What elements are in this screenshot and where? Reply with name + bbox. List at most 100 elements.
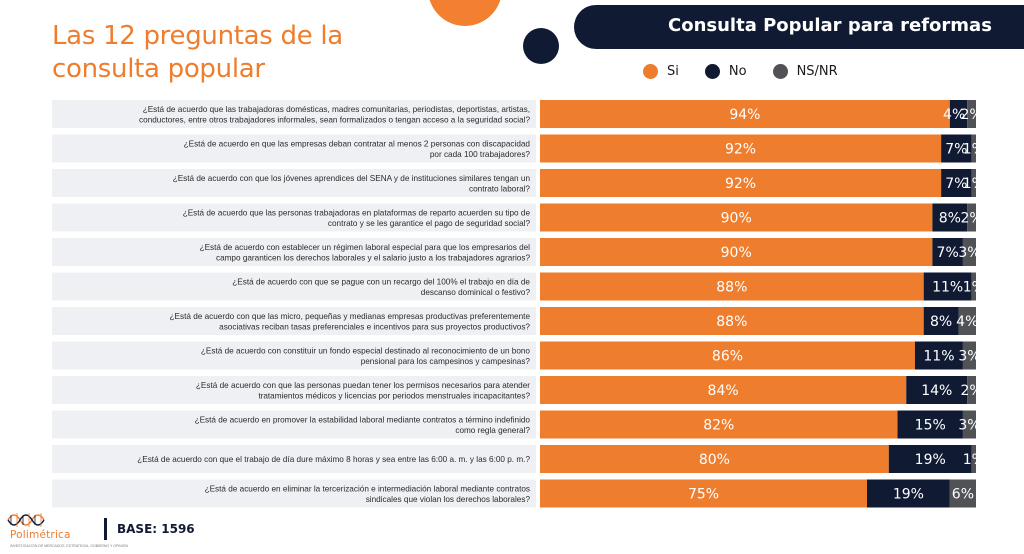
- question-text-line: contrato laboral?: [469, 184, 530, 193]
- question-text-line: ¿Está de acuerdo que las personas trabaj…: [183, 208, 531, 217]
- nsnr-value-label: 1%: [963, 280, 985, 296]
- legend-nsnr-swatch: [772, 63, 788, 79]
- si-value-label: 88%: [716, 314, 747, 330]
- si-segment: [540, 341, 915, 370]
- question-text-line: ¿Está de acuerdo con establecer un régim…: [200, 243, 531, 252]
- no-value-label: 4%: [943, 107, 965, 123]
- chart-row: ¿Está de acuerdo con que se pague con un…: [52, 272, 985, 301]
- si-segment: [540, 479, 867, 508]
- no-value-label: 7%: [937, 245, 959, 261]
- nsnr-segment: [962, 410, 976, 439]
- question-text-line: tratamientos médicos y licencias por per…: [258, 391, 530, 400]
- nsnr-value-label: 1%: [963, 142, 985, 158]
- no-value-label: 7%: [945, 142, 967, 158]
- question-row-bg: [52, 479, 536, 508]
- question-row-bg: [52, 341, 536, 370]
- question-text-line: ¿Está de acuerdo con constituir un fondo…: [201, 346, 531, 355]
- no-value-label: 15%: [915, 418, 946, 434]
- question-text-line: ¿Está de acuerdo en eliminar la terceriz…: [205, 484, 530, 493]
- chart-row: ¿Está de acuerdo con constituir un fondo…: [52, 341, 981, 370]
- legend-no-label: No: [728, 63, 747, 79]
- logo-wave-icon: [7, 513, 45, 527]
- nsnr-value-label: 1%: [963, 452, 985, 468]
- no-segment: [906, 376, 968, 404]
- legend-no-item: No: [704, 63, 747, 79]
- question-text-line: asociativas reciban tasas preferenciales…: [219, 322, 530, 331]
- question-row-bg: [52, 203, 536, 232]
- si-segment: [540, 238, 933, 266]
- no-value-label: 19%: [915, 452, 946, 468]
- question-row-bg: [52, 307, 536, 335]
- si-value-label: 86%: [712, 349, 743, 365]
- chart-row: ¿Está de acuerdo con que los jóvenes apr…: [52, 169, 985, 197]
- no-segment: [941, 134, 972, 163]
- no-segment: [932, 203, 968, 232]
- si-segment: [540, 169, 942, 197]
- no-segment: [932, 238, 963, 266]
- chart-row: ¿Está de acuerdo que las trabajadoras do…: [52, 100, 983, 128]
- nsnr-segment: [971, 169, 976, 197]
- no-value-label: 19%: [893, 487, 924, 503]
- page-title-line2: consulta popular: [52, 54, 265, 84]
- si-value-label: 82%: [703, 418, 734, 434]
- si-segment: [540, 100, 950, 128]
- page-title-line1: Las 12 preguntas de la: [52, 21, 343, 51]
- header-banner: Consulta Popular para reformas: [574, 5, 1024, 49]
- legend-nsnr-label: NS/NR: [796, 63, 838, 79]
- base-size-label: BASE: 1596: [117, 522, 195, 536]
- no-segment: [914, 341, 963, 370]
- nsnr-value-label: 3%: [958, 349, 980, 365]
- question-text-line: ¿Está de acuerdo con que se pague con un…: [232, 277, 530, 286]
- nsnr-segment: [971, 272, 976, 301]
- legend-si-swatch: [643, 63, 658, 79]
- no-value-label: 14%: [921, 383, 952, 399]
- footer-divider: [104, 518, 107, 540]
- chart-row: ¿Está de acuerdo con que las micro, pequ…: [52, 307, 978, 335]
- chart-row: ¿Está de acuerdo en que las empresas deb…: [52, 134, 985, 163]
- no-segment: [923, 272, 972, 301]
- question-text-line: descanso dominical o festivo?: [421, 288, 531, 297]
- chart-legend: Si No NS/NR: [643, 62, 864, 80]
- nsnr-value-label: 2%: [961, 211, 983, 227]
- no-value-label: 11%: [923, 349, 954, 365]
- nsnr-segment: [962, 341, 976, 370]
- question-text-line: ¿Está de acuerdo en que las empresas deb…: [184, 139, 531, 148]
- si-value-label: 80%: [699, 452, 730, 468]
- si-segment: [540, 134, 942, 163]
- nsnr-value-label: 3%: [958, 418, 980, 434]
- nsnr-segment: [967, 100, 976, 128]
- chart-row: ¿Está de acuerdo en eliminar la terceriz…: [52, 479, 976, 508]
- nsnr-value-label: 3%: [958, 245, 980, 261]
- question-row-bg: [52, 272, 536, 301]
- page-title: Las 12 preguntas de la consulta popular: [52, 20, 432, 86]
- si-value-label: 92%: [725, 142, 756, 158]
- chart-row: ¿Está de acuerdo con establecer un régim…: [52, 238, 981, 266]
- legend-si-label: Si: [667, 63, 679, 79]
- si-value-label: 84%: [708, 383, 739, 399]
- nsnr-value-label: 6%: [952, 487, 974, 503]
- si-segment: [540, 410, 898, 439]
- question-text-line: ¿Está de acuerdo en promover la estabili…: [195, 415, 531, 424]
- question-text-line: sindicales que violan los derechos labor…: [366, 495, 531, 504]
- si-value-label: 92%: [725, 176, 756, 192]
- polimetrica-logo: [6, 509, 92, 551]
- si-value-label: 90%: [721, 245, 752, 261]
- decorative-navy-circle: [523, 28, 559, 64]
- si-segment: [540, 376, 907, 404]
- si-segment: [540, 445, 889, 473]
- nsnr-segment: [971, 445, 976, 473]
- no-segment: [888, 445, 972, 473]
- question-text-line: por cada 100 trabajadores?: [430, 150, 531, 159]
- question-text-line: como regla general?: [455, 426, 530, 435]
- nsnr-segment: [962, 238, 976, 266]
- chart-row: ¿Está de acuerdo en promover la estabili…: [52, 410, 981, 439]
- nsnr-value-label: 1%: [963, 176, 985, 192]
- question-text-line: ¿Está de acuerdo que las trabajadoras do…: [143, 105, 530, 114]
- si-value-label: 75%: [688, 487, 719, 503]
- no-segment: [897, 410, 963, 439]
- nsnr-value-label: 2%: [961, 383, 983, 399]
- question-row-bg: [52, 376, 536, 404]
- nsnr-segment: [967, 376, 976, 404]
- question-row-bg: [52, 100, 536, 128]
